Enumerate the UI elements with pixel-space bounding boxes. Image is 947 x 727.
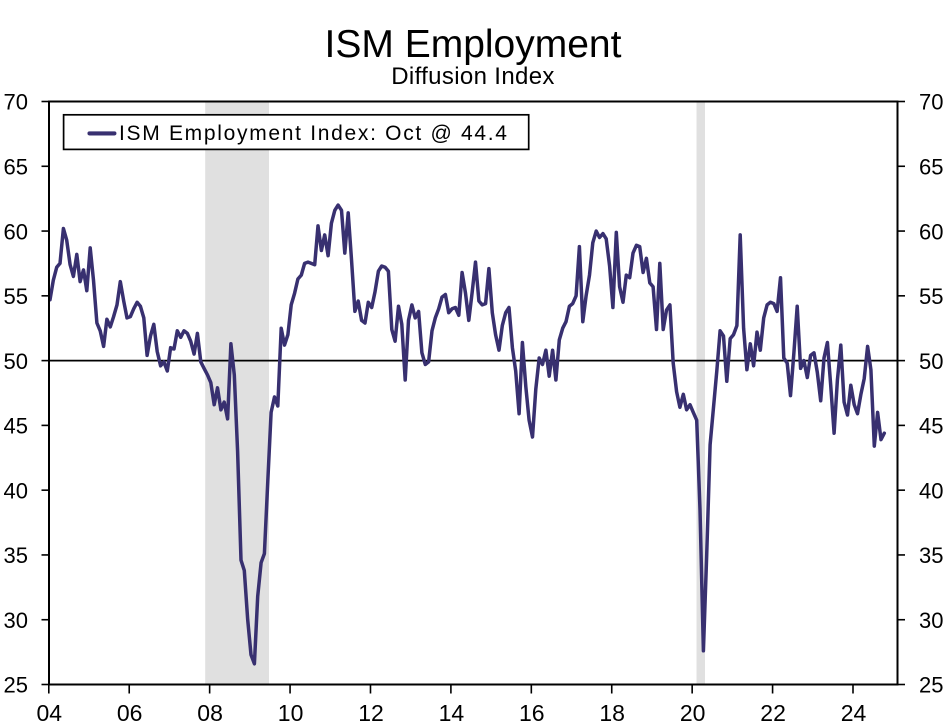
svg-text:Diffusion Index: Diffusion Index bbox=[391, 63, 555, 90]
svg-text:45: 45 bbox=[4, 414, 28, 439]
svg-text:04: 04 bbox=[37, 700, 63, 726]
svg-text:30: 30 bbox=[4, 608, 28, 633]
svg-text:10: 10 bbox=[278, 700, 304, 726]
svg-text:ISM Employment: ISM Employment bbox=[325, 23, 622, 66]
svg-text:55: 55 bbox=[4, 284, 28, 309]
svg-text:ISM Employment Index: Oct @ 44: ISM Employment Index: Oct @ 44.4 bbox=[119, 122, 509, 145]
svg-text:45: 45 bbox=[919, 414, 943, 439]
svg-text:50: 50 bbox=[919, 349, 943, 374]
svg-text:65: 65 bbox=[919, 155, 943, 180]
svg-text:65: 65 bbox=[4, 155, 28, 180]
svg-text:25: 25 bbox=[919, 673, 943, 698]
svg-text:24: 24 bbox=[841, 700, 867, 726]
svg-text:08: 08 bbox=[197, 700, 223, 726]
svg-text:35: 35 bbox=[919, 543, 943, 568]
svg-text:12: 12 bbox=[358, 700, 384, 726]
svg-text:20: 20 bbox=[680, 700, 706, 726]
svg-text:18: 18 bbox=[599, 700, 625, 726]
svg-text:40: 40 bbox=[4, 478, 28, 503]
svg-text:25: 25 bbox=[4, 673, 28, 698]
svg-text:60: 60 bbox=[4, 219, 28, 244]
svg-text:30: 30 bbox=[919, 608, 943, 633]
svg-text:22: 22 bbox=[760, 700, 786, 726]
svg-text:70: 70 bbox=[919, 90, 943, 115]
svg-text:70: 70 bbox=[4, 90, 28, 115]
svg-text:35: 35 bbox=[4, 543, 28, 568]
svg-text:14: 14 bbox=[439, 700, 465, 726]
svg-text:06: 06 bbox=[117, 700, 143, 726]
svg-text:50: 50 bbox=[4, 349, 28, 374]
svg-text:60: 60 bbox=[919, 219, 943, 244]
svg-text:40: 40 bbox=[919, 478, 943, 503]
svg-text:16: 16 bbox=[519, 700, 545, 726]
svg-text:55: 55 bbox=[919, 284, 943, 309]
